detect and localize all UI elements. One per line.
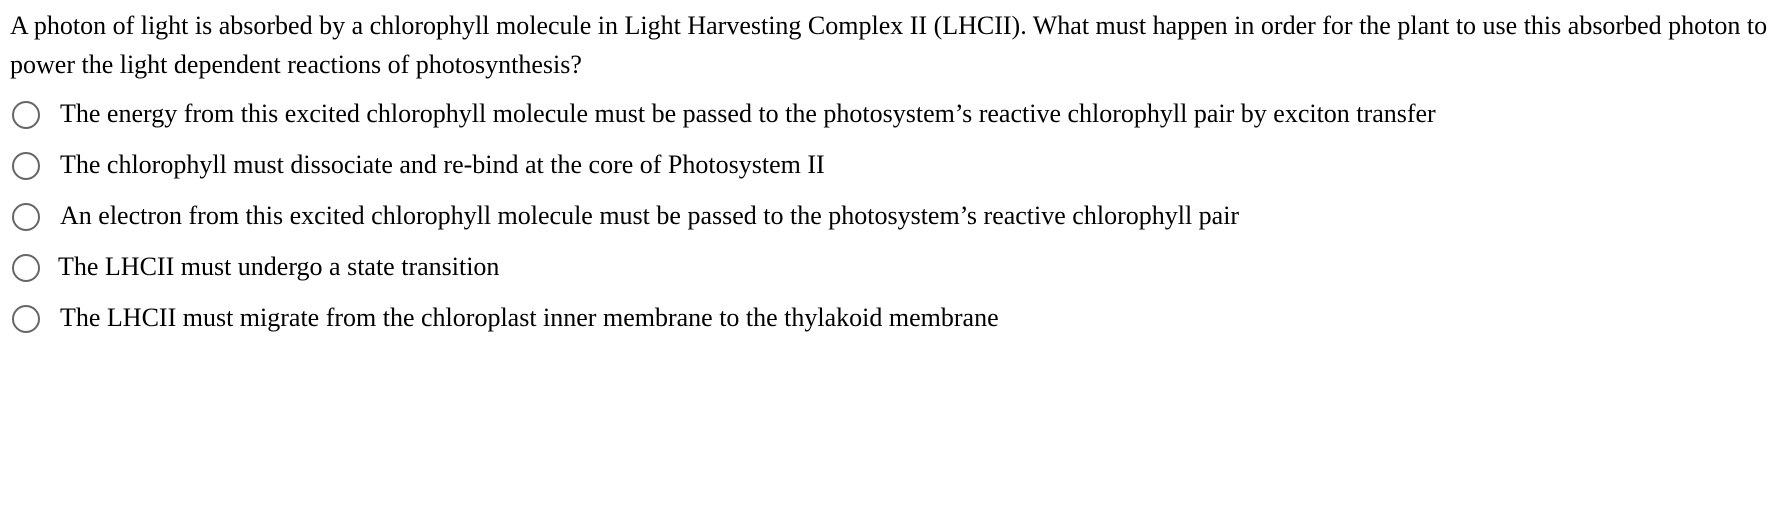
option-text: The chlorophyll must dissociate and re-b… xyxy=(58,145,1778,184)
option-row[interactable]: The energy from this excited chlorophyll… xyxy=(10,88,1778,139)
question-text: A photon of light is absorbed by a chlor… xyxy=(10,6,1778,84)
radio-icon[interactable] xyxy=(12,101,40,129)
option-text: The LHCII must migrate from the chloropl… xyxy=(58,298,1778,337)
option-row[interactable]: The LHCII must migrate from the chloropl… xyxy=(10,292,1778,343)
option-row[interactable]: An electron from this excited chlorophyl… xyxy=(10,190,1778,241)
options-list: The energy from this excited chlorophyll… xyxy=(10,88,1778,343)
quiz-question-block: A photon of light is absorbed by a chlor… xyxy=(0,0,1788,353)
radio-icon[interactable] xyxy=(12,203,40,231)
option-text: An electron from this excited chlorophyl… xyxy=(58,196,1778,235)
radio-icon[interactable] xyxy=(12,152,40,180)
option-row[interactable]: The chlorophyll must dissociate and re-b… xyxy=(10,139,1778,190)
radio-icon[interactable] xyxy=(12,254,40,282)
option-text: The LHCII must undergo a state transitio… xyxy=(58,247,1778,286)
option-row[interactable]: The LHCII must undergo a state transitio… xyxy=(10,241,1778,292)
radio-icon[interactable] xyxy=(12,305,40,333)
option-text: The energy from this excited chlorophyll… xyxy=(58,94,1778,133)
